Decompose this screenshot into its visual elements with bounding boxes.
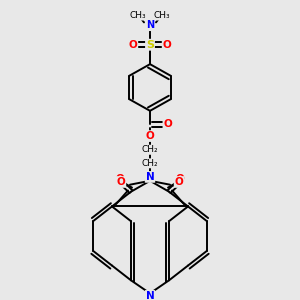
Text: O: O [164,119,172,129]
Text: CH₂: CH₂ [142,159,158,168]
Text: CH₃: CH₃ [154,11,170,20]
Text: O: O [146,131,154,141]
Text: O: O [176,174,184,184]
Text: O: O [129,40,137,50]
Text: O: O [163,40,171,50]
Text: N: N [146,20,154,30]
Text: O: O [117,177,125,187]
Text: N: N [146,172,154,182]
Text: O: O [116,174,124,184]
Text: S: S [146,40,154,50]
Text: CH₃: CH₃ [130,11,146,20]
Text: CH₂: CH₂ [142,145,158,154]
Text: O: O [175,177,183,187]
Text: N: N [146,291,154,300]
